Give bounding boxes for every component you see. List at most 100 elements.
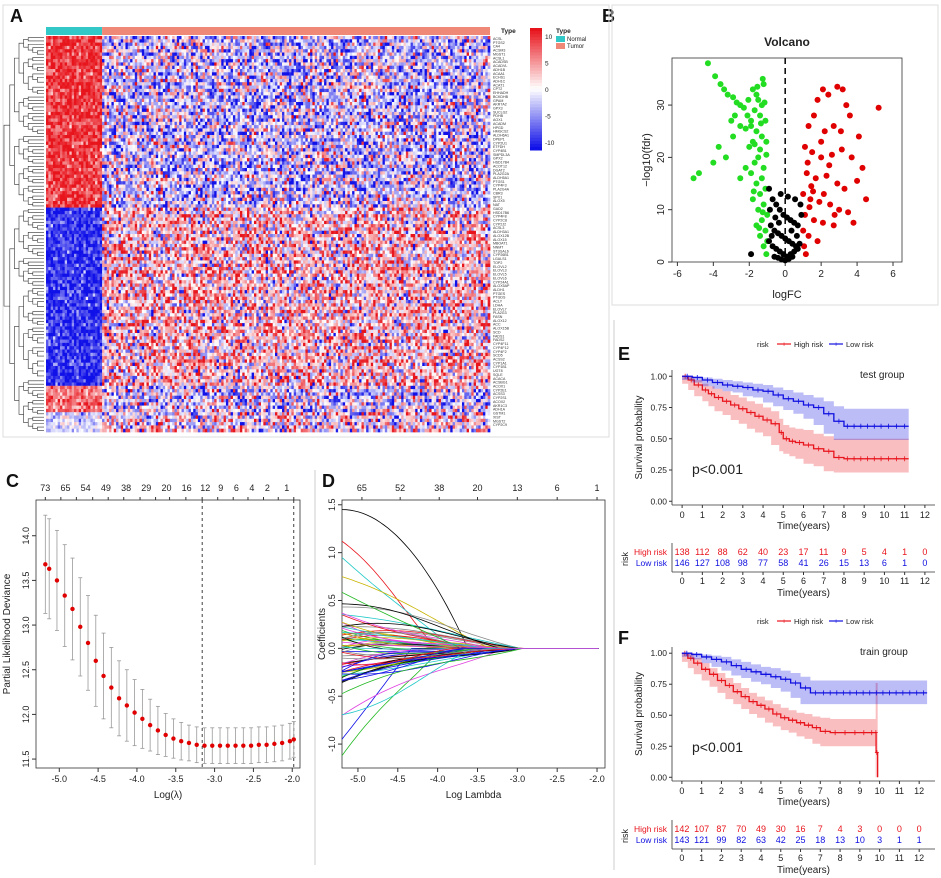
heatmap-cell [230,82,234,86]
heatmap-cell [478,42,482,47]
heatmap-cell [50,88,54,93]
heatmap-cell [436,88,439,93]
heatmap-cell [165,69,168,73]
heatmap-cell [284,65,288,70]
heatmap-cell [265,62,269,67]
heatmap-cell [368,118,372,123]
heatmap-cell [64,115,68,119]
heatmap-cell [431,102,435,106]
heatmap-cell [389,85,393,90]
heatmap-cell [384,62,388,67]
heatmap-cell [130,92,133,96]
heatmap-cell [97,108,101,113]
heatmap-cell [249,105,252,109]
heatmap-cell [116,42,119,47]
heatmap-cell [328,98,332,103]
heatmap-cell [310,102,313,106]
heatmap-cell [401,102,404,106]
heatmap-cell [277,105,281,109]
heatmap-cell [305,85,309,90]
heatmap-cell [391,102,395,106]
heatmap-cell [286,36,290,40]
heatmap-cell [415,78,418,83]
heatmap-cell [317,105,320,109]
heatmap-cell [228,62,231,67]
heatmap-cell [468,36,472,40]
heatmap-cell [169,95,173,100]
heatmap-cell [64,72,68,76]
heatmap-cell [429,42,432,47]
heatmap-cell [50,65,54,70]
heatmap-cell [457,52,460,57]
heatmap-cell [347,88,351,93]
heatmap-cell [305,92,309,96]
heatmap-cell [368,52,372,57]
heatmap-cell [202,72,206,76]
heatmap-cell [277,36,281,40]
heatmap-cell [487,118,491,123]
heatmap-cell [303,85,306,90]
heatmap-cell [60,59,63,63]
heatmap-cell [158,55,161,60]
heatmap-cell [81,69,84,73]
heatmap-cell [277,82,281,86]
heatmap-cell [188,36,192,40]
heatmap-cell [459,102,463,106]
heatmap-cell [85,92,89,96]
heatmap-cell [268,52,271,57]
heatmap-cell [482,111,486,116]
heatmap-cell [260,85,264,90]
heatmap-cell [289,55,292,60]
heatmap-cell [373,75,376,80]
heatmap-cell [256,118,260,123]
heatmap-cell [81,88,84,93]
heatmap-cell [116,52,119,57]
heatmap-cell [296,49,299,53]
heatmap-cell [253,45,257,50]
heatmap-cell [141,115,145,119]
heatmap-cell [64,108,68,113]
heatmap-cell [253,111,257,116]
heatmap-cell [447,85,451,90]
heatmap-cell [284,85,288,90]
heatmap-cell [268,49,271,53]
heatmap-cell [48,39,52,43]
heatmap-cell [62,59,66,63]
heatmap-cell [319,49,323,53]
heatmap-cell [132,102,136,106]
heatmap-cell [251,105,255,109]
heatmap-cell [64,45,68,50]
heatmap-cell [200,102,203,106]
heatmap-cell [275,111,278,116]
heatmap-cell [211,62,215,67]
heatmap-cell [263,69,267,73]
heatmap-cell [370,98,374,103]
heatmap-cell [303,118,306,123]
heatmap-cell [347,75,351,80]
heatmap-cell [464,95,467,100]
heatmap-cell [473,85,477,90]
heatmap-cell [137,62,140,67]
heatmap-cell [354,65,358,70]
heatmap-cell [235,102,238,106]
heatmap-cell [256,92,260,96]
heatmap-cell [289,72,292,76]
heatmap-cell [433,111,437,116]
heatmap-cell [324,72,327,76]
heatmap-cell [62,72,66,76]
heatmap-cell [356,42,360,47]
heatmap-cell [415,45,418,50]
heatmap-cell [384,115,388,119]
heatmap-cell [92,118,96,123]
heatmap-cell [239,59,243,63]
heatmap-cell [419,75,423,80]
heatmap-cell [305,111,309,116]
heatmap-cell [263,52,267,57]
heatmap-cell [169,49,173,53]
heatmap-cell [412,85,416,90]
heatmap-cell [433,98,437,103]
heatmap-cell [370,78,374,83]
heatmap-cell [284,45,288,50]
heatmap-cell [165,111,168,116]
heatmap-cell [359,65,362,70]
